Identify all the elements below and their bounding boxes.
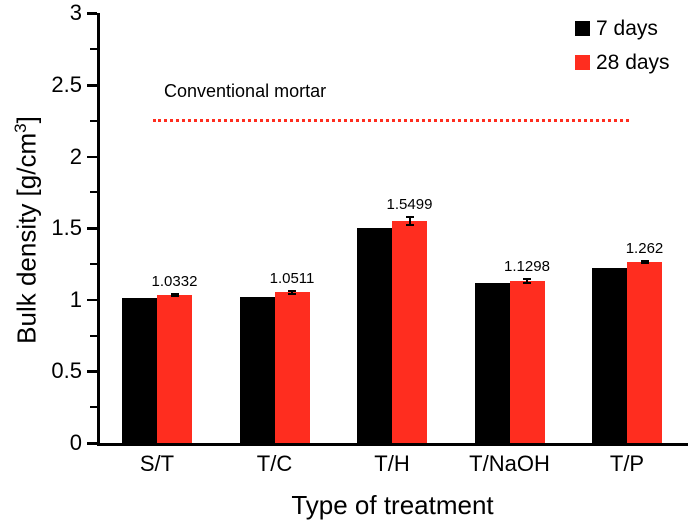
error-bar-cap-bottom-t-naoh — [523, 282, 531, 285]
error-bar-cap-bottom-t-c — [288, 293, 296, 296]
legend-item-28-days: 28 days — [575, 50, 670, 74]
y-tick-label-1.5: 1.5 — [51, 215, 82, 241]
bar-28-days-t-naoh — [509, 281, 545, 443]
bar-7-days-t-naoh — [474, 282, 510, 443]
y-tick-0 — [87, 442, 97, 445]
error-bar-cap-bottom-t-h — [405, 224, 414, 227]
y-tick-1 — [87, 298, 97, 302]
bar-28-days-t-h — [392, 221, 427, 443]
error-bar-line-t-naoh — [526, 279, 528, 284]
x-category-label-t-c: T/C — [256, 451, 293, 476]
error-bar-cap-top-t-h — [405, 215, 414, 218]
error-bar-line-t-c — [291, 290, 293, 295]
bar-7-days-t-h — [357, 228, 392, 443]
data-label-t-h: 1.5499 — [386, 195, 433, 213]
error-bar-line-s-t — [173, 293, 176, 297]
y-tick-label-0: 0 — [69, 430, 82, 455]
y-minor-tick-1.75 — [90, 191, 97, 194]
y-tick-2.5 — [87, 84, 97, 87]
y-tick-0.5 — [87, 370, 97, 373]
y-minor-tick-0.75 — [90, 334, 97, 337]
error-bar-cap-top-t-c — [288, 289, 296, 292]
bar-28-days-t-p — [627, 262, 662, 443]
error-bar-cap-bottom-t-p — [640, 262, 649, 265]
x-category-label-t-naoh: T/NaOH — [469, 451, 550, 476]
bar-7-days-t-c — [239, 296, 275, 443]
y-tick-label-3: 3 — [69, 0, 82, 26]
conventional-mortar-line — [153, 118, 629, 122]
y-tick-label-2.5: 2.5 — [51, 72, 82, 97]
y-minor-tick-2.25 — [90, 119, 97, 122]
y-tick-1.5 — [87, 227, 97, 230]
error-bar-cap-bottom-s-t — [170, 295, 179, 298]
data-label-s-t: 1.0332 — [151, 272, 198, 290]
y-minor-tick-2.75 — [90, 48, 97, 51]
error-bar-cap-top-s-t — [170, 292, 179, 295]
bar-28-days-s-t — [157, 295, 192, 443]
legend-swatch-7-days-icon — [575, 20, 590, 36]
legend-item-7-days: 7 days — [575, 16, 670, 40]
x-axis-title: Type of treatment — [291, 490, 494, 520]
x-category-label-t-p: T/P — [609, 451, 645, 476]
x-category-label-t-h: T/H — [374, 451, 410, 476]
y-minor-tick-0.25 — [90, 406, 97, 409]
data-label-t-c: 1.0511 — [269, 269, 315, 287]
y-tick-label-2: 2 — [69, 143, 82, 169]
legend-label-28-days: 28 days — [596, 50, 670, 74]
y-tick-label-0.5: 0.5 — [51, 358, 82, 384]
error-bar-line-t-h — [408, 216, 411, 226]
y-tick-2 — [87, 155, 97, 159]
legend: 7 days 28 days — [575, 16, 670, 88]
bar-7-days-t-p — [592, 268, 627, 443]
legend-label-7-days: 7 days — [596, 16, 658, 40]
y-tick-3 — [87, 12, 97, 15]
bar-28-days-t-c — [274, 292, 310, 443]
bar-7-days-s-t — [122, 298, 157, 443]
data-label-t-naoh: 1.1298 — [504, 258, 550, 276]
legend-swatch-28-days-icon — [575, 54, 590, 70]
error-bar-cap-top-t-naoh — [523, 278, 531, 281]
x-axis-line — [97, 443, 688, 446]
x-category-label-s-t: S/T — [139, 451, 175, 476]
y-axis-line — [97, 13, 100, 445]
error-bar-cap-top-t-p — [640, 260, 649, 263]
y-minor-tick-1.25 — [90, 263, 97, 265]
y-tick-label-1: 1 — [69, 286, 82, 312]
conventional-mortar-annotation: Conventional mortar — [164, 81, 327, 101]
data-label-t-p: 1.262 — [625, 240, 664, 258]
